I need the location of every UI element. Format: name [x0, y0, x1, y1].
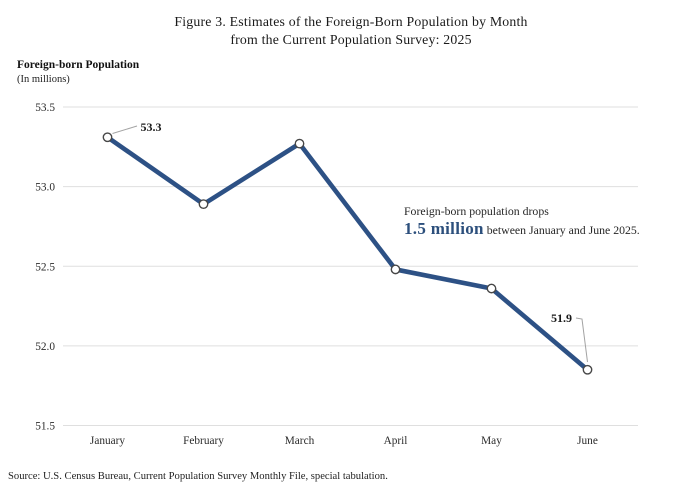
y-tick-label: 53.5 — [35, 102, 55, 114]
callout-leader-line — [575, 317, 588, 363]
y-axis-header: Foreign-born Population (In millions) — [17, 58, 139, 87]
y-axis-title: Foreign-born Population — [17, 59, 140, 71]
y-tick-label: 51.5 — [35, 421, 55, 433]
source-note: Source: U.S. Census Bureau, Current Popu… — [8, 471, 388, 482]
x-tick-label: April — [384, 435, 408, 447]
data-point-marker — [102, 132, 113, 143]
data-point-marker — [198, 199, 209, 210]
x-tick-label: June — [577, 435, 598, 447]
data-line — [105, 134, 590, 373]
chart-title-line2: from the Current Population Survey: 2025 — [230, 31, 472, 47]
y-tick-label: 52.0 — [35, 341, 55, 353]
annotation-text-line1: Foreign-born population drops — [404, 204, 549, 218]
callout-leader-line — [112, 125, 138, 134]
chart-title: Figure 3. Estimates of the Foreign-Born … — [0, 13, 680, 48]
annotation-text-rest: between January and June 2025. — [483, 223, 640, 237]
data-point-marker — [294, 138, 305, 149]
x-tick-label: May — [481, 435, 502, 447]
annotation-text-line2: 1.5 million between January and June 202… — [404, 219, 654, 238]
x-tick-label: February — [183, 435, 224, 447]
chart-annotation: Foreign-born population drops 1.5 millio… — [404, 204, 654, 237]
y-tick-label: 53.0 — [35, 182, 55, 194]
x-tick-label: March — [285, 435, 315, 447]
chart-title-line1: Figure 3. Estimates of the Foreign-Born … — [174, 14, 528, 29]
point-callout-label: 51.9 — [551, 311, 572, 325]
data-point-marker — [582, 364, 593, 375]
point-callout-label: 53.3 — [141, 120, 162, 134]
x-tick-label: January — [90, 435, 125, 447]
annotation-highlight-value: 1.5 million — [404, 219, 484, 238]
data-point-marker — [390, 264, 401, 275]
data-point-marker — [486, 283, 497, 294]
y-tick-label: 52.5 — [35, 261, 55, 273]
y-axis-units: (In millions) — [17, 74, 70, 85]
